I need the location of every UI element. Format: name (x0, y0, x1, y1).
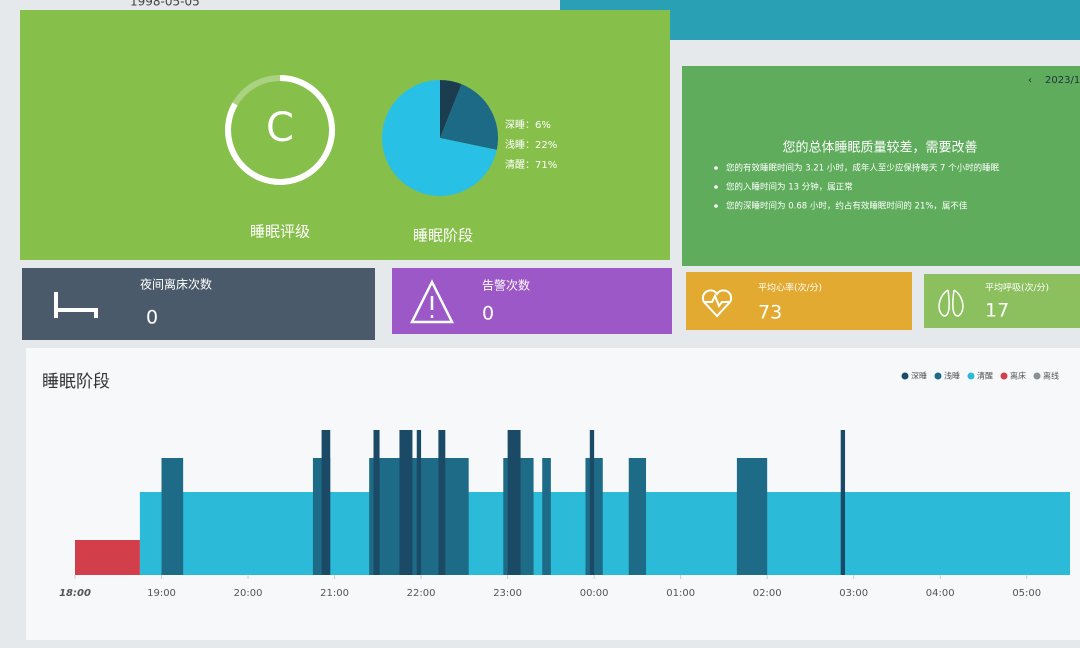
stat-label: 平均呼吸(次/分) (985, 282, 1049, 294)
summary-bullet: 您的深睡时间为 0.68 小时，约占有效睡眠时间的 21%，属不佳 (726, 201, 968, 212)
stat-value: 73 (758, 302, 782, 324)
bed-icon (54, 292, 98, 318)
legend-swatch (934, 372, 942, 380)
x-tick-label: 05:00 (1012, 588, 1041, 599)
x-tick-label: 18:00 (59, 588, 91, 599)
legend-label: 离床 (1010, 371, 1026, 381)
stage-span (161, 458, 184, 575)
legend-swatch (1000, 372, 1008, 380)
summary-date: 2023/12/ (1045, 75, 1080, 86)
pie-label: 浅睡：22% (505, 138, 557, 151)
x-tick-label: 04:00 (926, 588, 955, 599)
stage-span (399, 430, 413, 575)
header-birth: 1998-05-05 (130, 0, 200, 9)
summary-title: 您的总体睡眠质量较差，需要改善 (782, 140, 977, 156)
pie-label: 深睡：6% (505, 118, 551, 131)
prev-button[interactable]: ‹ (1028, 75, 1032, 86)
legend-swatch (1033, 372, 1041, 380)
pie-slice (440, 80, 462, 138)
x-tick-label: 01:00 (666, 588, 695, 599)
legend-label: 深睡 (911, 372, 927, 381)
stage-span (321, 430, 331, 575)
lung-icon (938, 289, 964, 317)
stat-card (924, 274, 1080, 328)
stage-span (373, 430, 380, 575)
stat-label: 夜间离床次数 (140, 277, 212, 292)
stage-span (139, 492, 1071, 575)
stage-span (840, 430, 846, 575)
stat-value: 0 (146, 307, 158, 329)
pie-title: 睡眠阶段 (413, 227, 473, 245)
x-tick-label: 02:00 (753, 588, 782, 599)
bullet-dot (714, 166, 718, 170)
stat-label: 告警次数 (482, 278, 530, 293)
stat-label: 平均心率(次/分) (758, 282, 822, 294)
heart-icon (701, 289, 733, 318)
x-tick-label: 00:00 (580, 588, 609, 599)
x-tick-label: 19:00 (147, 588, 176, 599)
stage-span (438, 430, 446, 575)
stat-value: 17 (985, 300, 1009, 322)
stat-card (22, 268, 375, 340)
rating-ring (225, 75, 336, 185)
pie-slice (440, 84, 498, 150)
summary-card (682, 66, 1080, 266)
legend-label: 清醒 (977, 371, 993, 381)
summary-bullet: 您的有效睡眠时间为 3.21 小时，成年人至少应保持每天 7 个小时的睡眠 (726, 163, 1000, 174)
x-tick-label: 03:00 (839, 588, 868, 599)
rating-card (20, 10, 670, 260)
stage-span (542, 458, 551, 575)
stage-span (736, 458, 768, 575)
stat-value: 0 (482, 303, 494, 325)
legend-swatch (967, 372, 975, 380)
stat-card (392, 268, 672, 334)
bullet-dot (714, 204, 718, 208)
stat-card (686, 272, 912, 330)
pie-label: 清醒：71% (505, 158, 557, 171)
x-tick-label: 21:00 (320, 588, 349, 599)
pie-slice (382, 80, 497, 197)
rating-label: 睡眠评级 (250, 223, 310, 241)
stage-span (416, 430, 422, 575)
alert-icon (409, 279, 455, 324)
legend-swatch (901, 372, 909, 380)
stage-span (507, 430, 521, 575)
legend-label: 离线 (1043, 371, 1059, 381)
x-tick-label: 20:00 (234, 588, 263, 599)
stage-span (589, 430, 595, 575)
legend-label: 浅睡 (944, 371, 960, 381)
stage-span (75, 540, 140, 575)
chart-title: 睡眠阶段 (42, 372, 110, 392)
x-tick-label: 22:00 (407, 588, 436, 599)
x-tick-label: 23:00 (493, 588, 522, 599)
bullet-dot (714, 185, 718, 189)
stage-span (628, 458, 647, 575)
summary-bullet: 您的入睡时间为 13 分钟，属正常 (726, 182, 853, 193)
rating-grade: C (266, 105, 294, 151)
